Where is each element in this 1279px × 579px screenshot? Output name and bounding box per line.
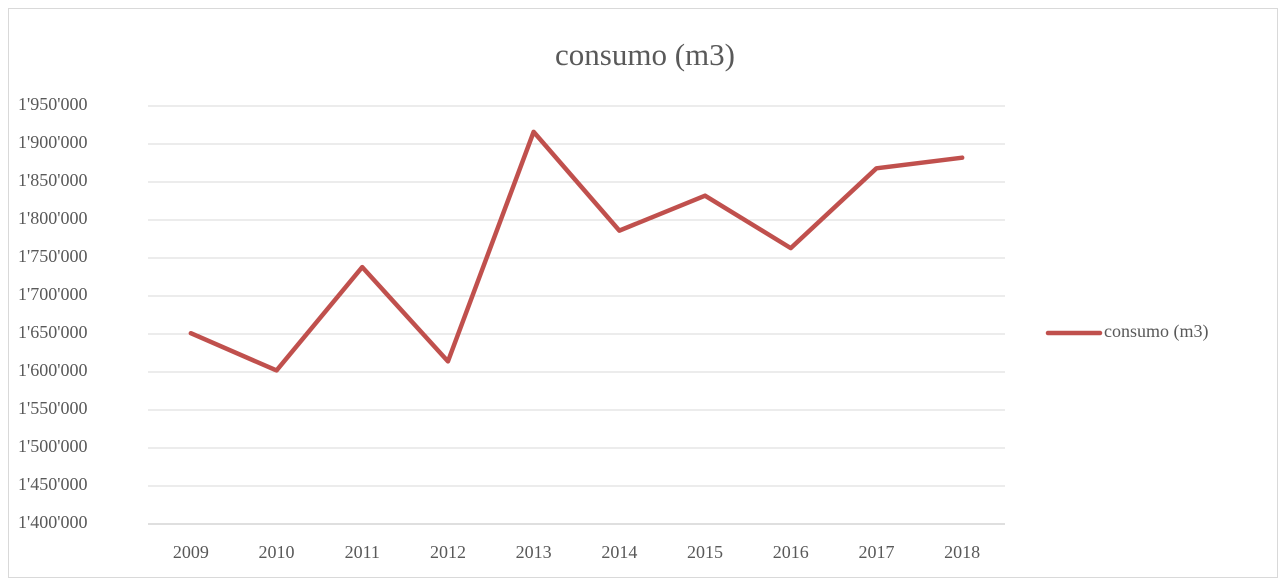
y-tick-label: 1'700'000 — [18, 284, 88, 304]
x-tick-label: 2015 — [687, 542, 723, 562]
data-line — [188, 129, 965, 373]
y-tick-label: 1'750'000 — [18, 246, 88, 266]
y-tick-label: 1'500'000 — [18, 436, 88, 456]
x-tick-label: 2014 — [601, 542, 637, 562]
y-tick-label: 1'400'000 — [18, 512, 88, 532]
x-tick-label: 2018 — [944, 542, 980, 562]
y-tick-label: 1'800'000 — [18, 208, 88, 228]
chart-title: consumo (m3) — [555, 37, 735, 72]
y-tick-label: 1'650'000 — [18, 322, 88, 342]
x-tick-label: 2016 — [773, 542, 809, 562]
y-tick-label: 1'450'000 — [18, 474, 88, 494]
x-tick-label: 2011 — [345, 542, 380, 562]
x-tick-label: 2010 — [259, 542, 295, 562]
y-tick-label: 1'850'000 — [18, 170, 88, 190]
legend-label: consumo (m3) — [1104, 321, 1208, 342]
x-tick-label: 2009 — [173, 542, 209, 562]
y-tick-label: 1'950'000 — [18, 94, 88, 114]
x-tick-label: 2017 — [858, 542, 894, 562]
y-tick-label: 1'550'000 — [18, 398, 88, 418]
x-tick-label: 2012 — [430, 542, 466, 562]
y-tick-label: 1'600'000 — [18, 360, 88, 380]
y-tick-label: 1'900'000 — [18, 132, 88, 152]
x-tick-label: 2013 — [516, 542, 552, 562]
chart-border — [8, 8, 1278, 578]
